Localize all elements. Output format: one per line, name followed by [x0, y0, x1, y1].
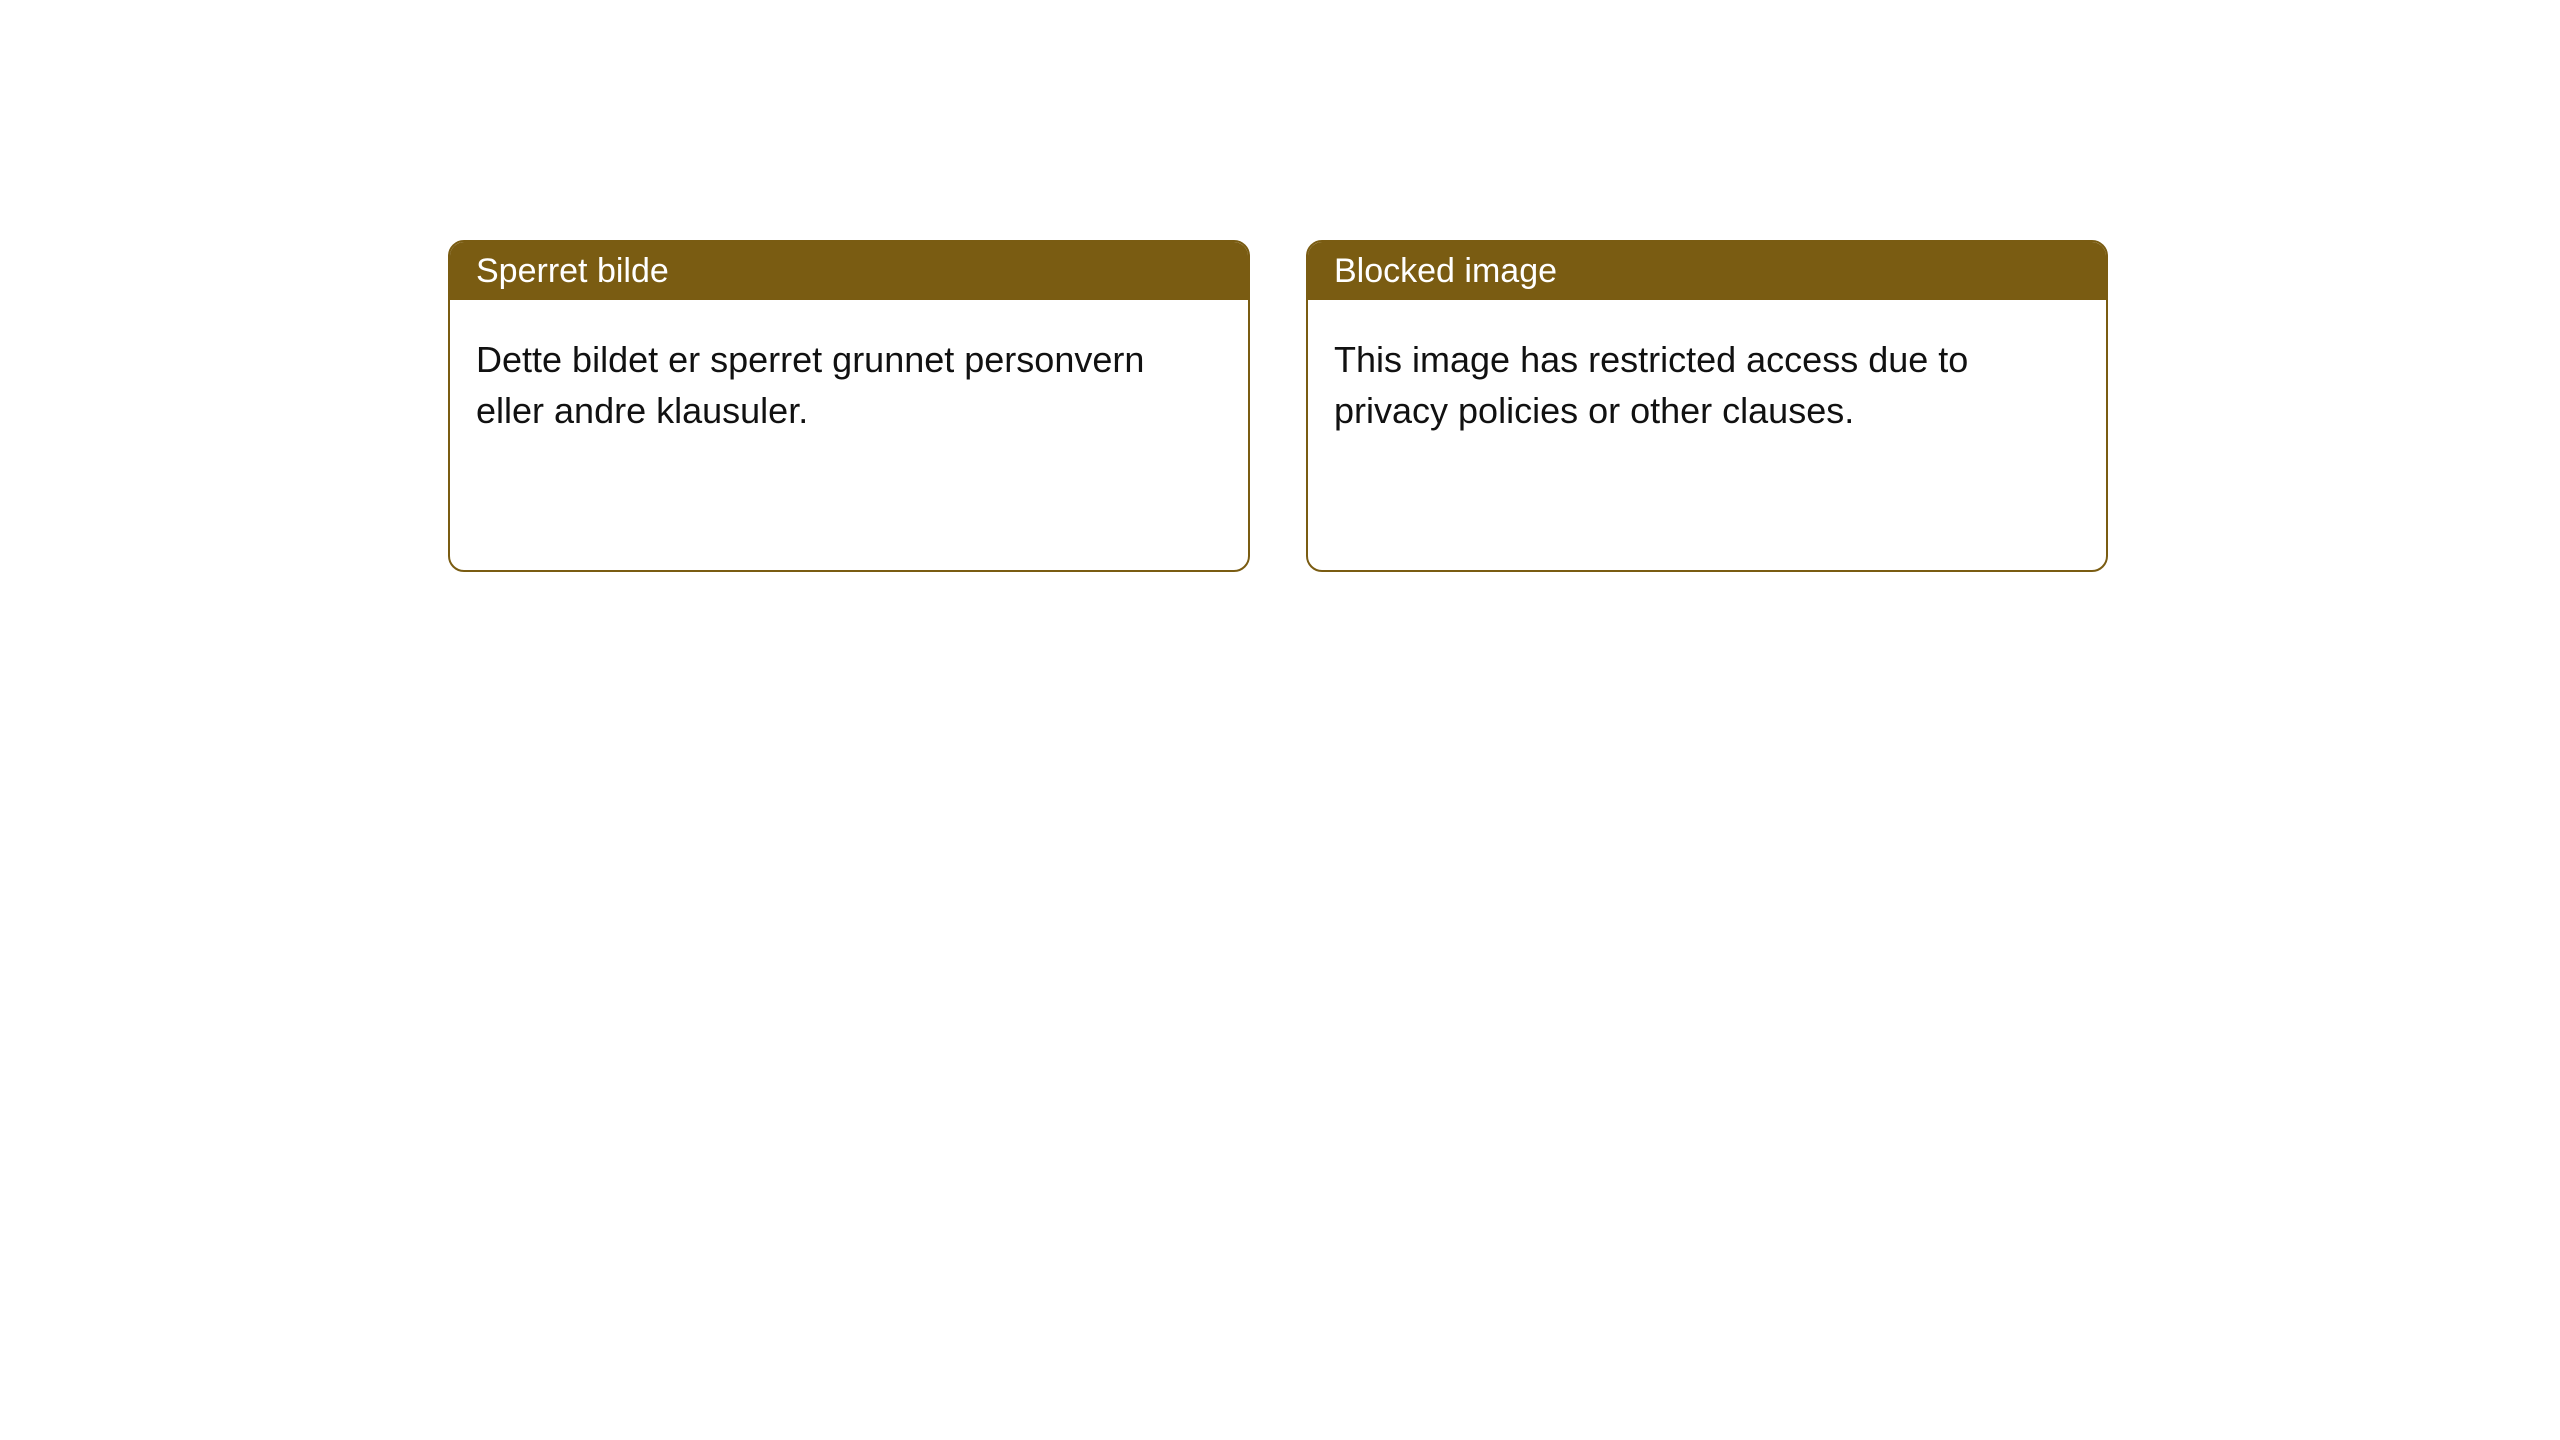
notice-header-en: Blocked image — [1308, 242, 2106, 300]
notice-text-no: Dette bildet er sperret grunnet personve… — [476, 339, 1144, 431]
notice-title-en: Blocked image — [1334, 251, 1557, 292]
notice-text-en: This image has restricted access due to … — [1334, 339, 1968, 431]
notice-title-no: Sperret bilde — [476, 251, 669, 292]
notice-card-en: Blocked image This image has restricted … — [1306, 240, 2108, 572]
notice-body-en: This image has restricted access due to … — [1308, 300, 2106, 570]
notice-body-no: Dette bildet er sperret grunnet personve… — [450, 300, 1248, 570]
notice-container: Sperret bilde Dette bildet er sperret gr… — [0, 0, 2560, 572]
notice-header-no: Sperret bilde — [450, 242, 1248, 300]
notice-card-no: Sperret bilde Dette bildet er sperret gr… — [448, 240, 1250, 572]
